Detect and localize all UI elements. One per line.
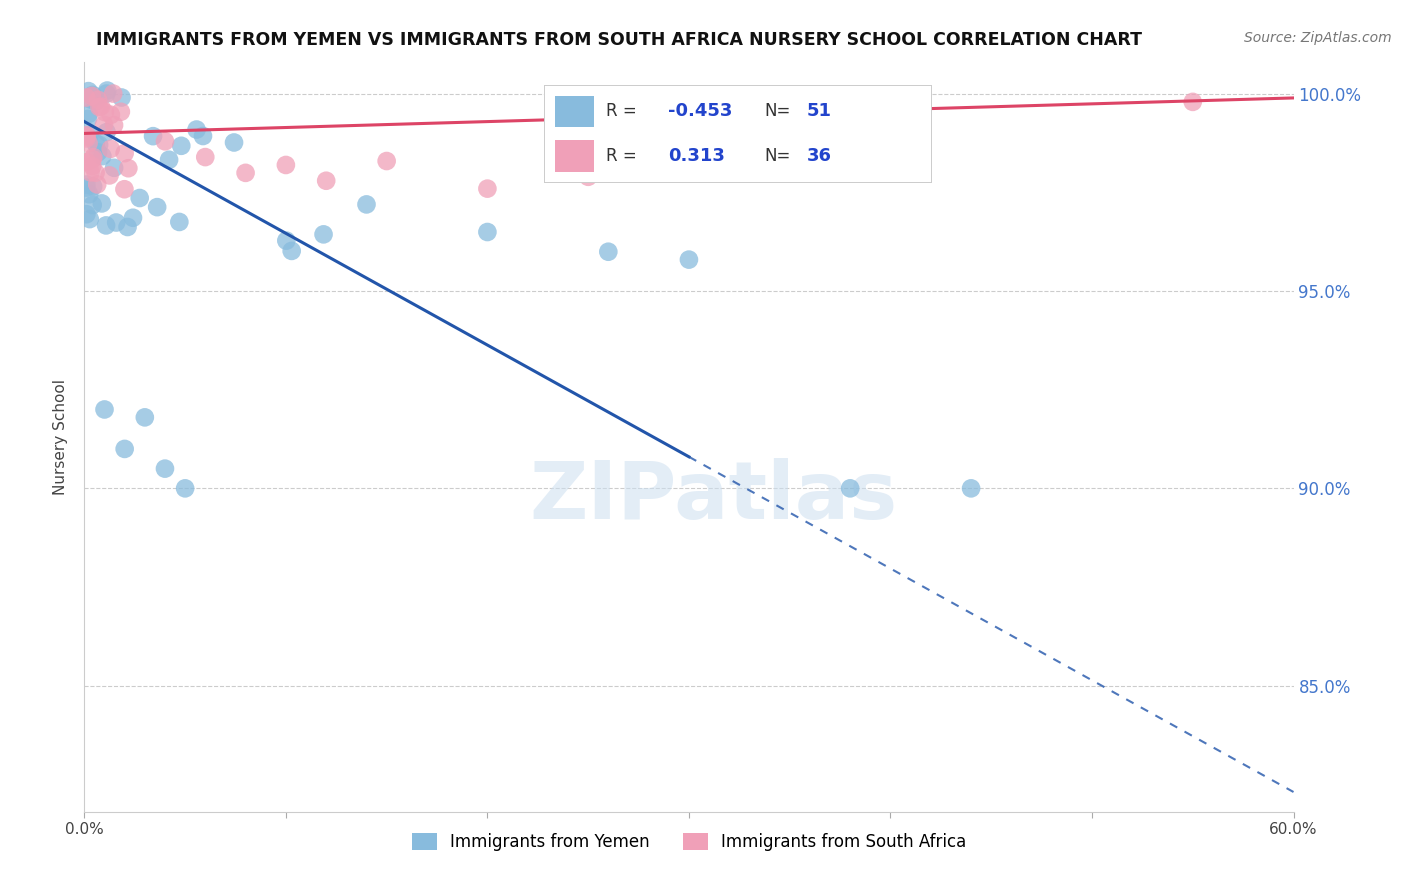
Point — [678, 252, 700, 267]
Point — [117, 161, 139, 176]
Point — [87, 137, 110, 152]
Point — [75, 207, 97, 221]
Point — [79, 212, 101, 227]
Point — [103, 118, 125, 132]
Point — [84, 95, 107, 109]
Point — [157, 153, 180, 167]
Point — [839, 481, 862, 495]
Point — [153, 461, 176, 475]
Point — [114, 146, 136, 161]
Point — [105, 215, 128, 229]
Point — [142, 129, 165, 144]
Legend: Immigrants from Yemen, Immigrants from South Africa: Immigrants from Yemen, Immigrants from S… — [404, 825, 974, 860]
Point — [174, 481, 197, 495]
Point — [75, 131, 97, 145]
Point — [98, 169, 121, 183]
Point — [75, 90, 97, 104]
Point — [75, 178, 97, 192]
Point — [82, 152, 104, 166]
Point — [194, 150, 217, 164]
Point — [77, 112, 100, 126]
Point — [94, 219, 117, 233]
Point — [222, 136, 245, 150]
Point — [82, 87, 104, 102]
Point — [375, 154, 398, 169]
Point — [274, 158, 297, 172]
Point — [103, 87, 125, 101]
Point — [110, 104, 132, 119]
Point — [170, 138, 193, 153]
Point — [356, 197, 378, 211]
Point — [77, 136, 100, 151]
Point — [94, 105, 117, 120]
Point — [235, 166, 257, 180]
Point — [79, 165, 101, 179]
Point — [315, 174, 337, 188]
Point — [86, 178, 108, 192]
Point — [169, 215, 191, 229]
Point — [77, 84, 100, 98]
Point — [576, 169, 599, 184]
Point — [153, 134, 176, 148]
Point — [186, 122, 208, 136]
Point — [76, 154, 98, 169]
Point — [79, 92, 101, 106]
Point — [100, 142, 122, 156]
Text: Source: ZipAtlas.com: Source: ZipAtlas.com — [1244, 31, 1392, 45]
Point — [76, 128, 98, 143]
Point — [84, 136, 107, 151]
Point — [312, 227, 335, 242]
Point — [84, 166, 107, 180]
Point — [82, 198, 104, 212]
Point — [80, 89, 103, 103]
Point — [96, 87, 118, 101]
Point — [90, 99, 112, 113]
Point — [110, 90, 132, 104]
Point — [93, 402, 115, 417]
Point — [280, 244, 302, 258]
Point — [191, 128, 214, 143]
Point — [477, 225, 499, 239]
Point — [90, 196, 112, 211]
Point — [77, 187, 100, 202]
Point — [276, 234, 298, 248]
Point — [117, 219, 139, 234]
Point — [146, 200, 169, 214]
Point — [134, 410, 156, 425]
Point — [93, 118, 115, 132]
Point — [75, 180, 97, 194]
Point — [77, 107, 100, 121]
Point — [91, 149, 114, 163]
Point — [89, 100, 111, 114]
Point — [96, 84, 118, 98]
Point — [128, 191, 150, 205]
Point — [96, 125, 118, 139]
Point — [114, 442, 136, 456]
Point — [1181, 95, 1204, 109]
Point — [477, 181, 499, 195]
Point — [100, 108, 122, 122]
Point — [960, 481, 983, 495]
Text: ZIPatlas: ZIPatlas — [529, 458, 897, 536]
Point — [77, 128, 100, 143]
Y-axis label: Nursery School: Nursery School — [53, 379, 69, 495]
Point — [82, 150, 104, 164]
Point — [122, 211, 145, 225]
Point — [82, 159, 104, 173]
Point — [103, 161, 125, 175]
Point — [114, 182, 136, 196]
Point — [82, 179, 104, 194]
Text: IMMIGRANTS FROM YEMEN VS IMMIGRANTS FROM SOUTH AFRICA NURSERY SCHOOL CORRELATION: IMMIGRANTS FROM YEMEN VS IMMIGRANTS FROM… — [96, 31, 1142, 49]
Point — [75, 129, 97, 144]
Point — [598, 244, 620, 259]
Point — [87, 93, 110, 107]
Point — [87, 145, 110, 160]
